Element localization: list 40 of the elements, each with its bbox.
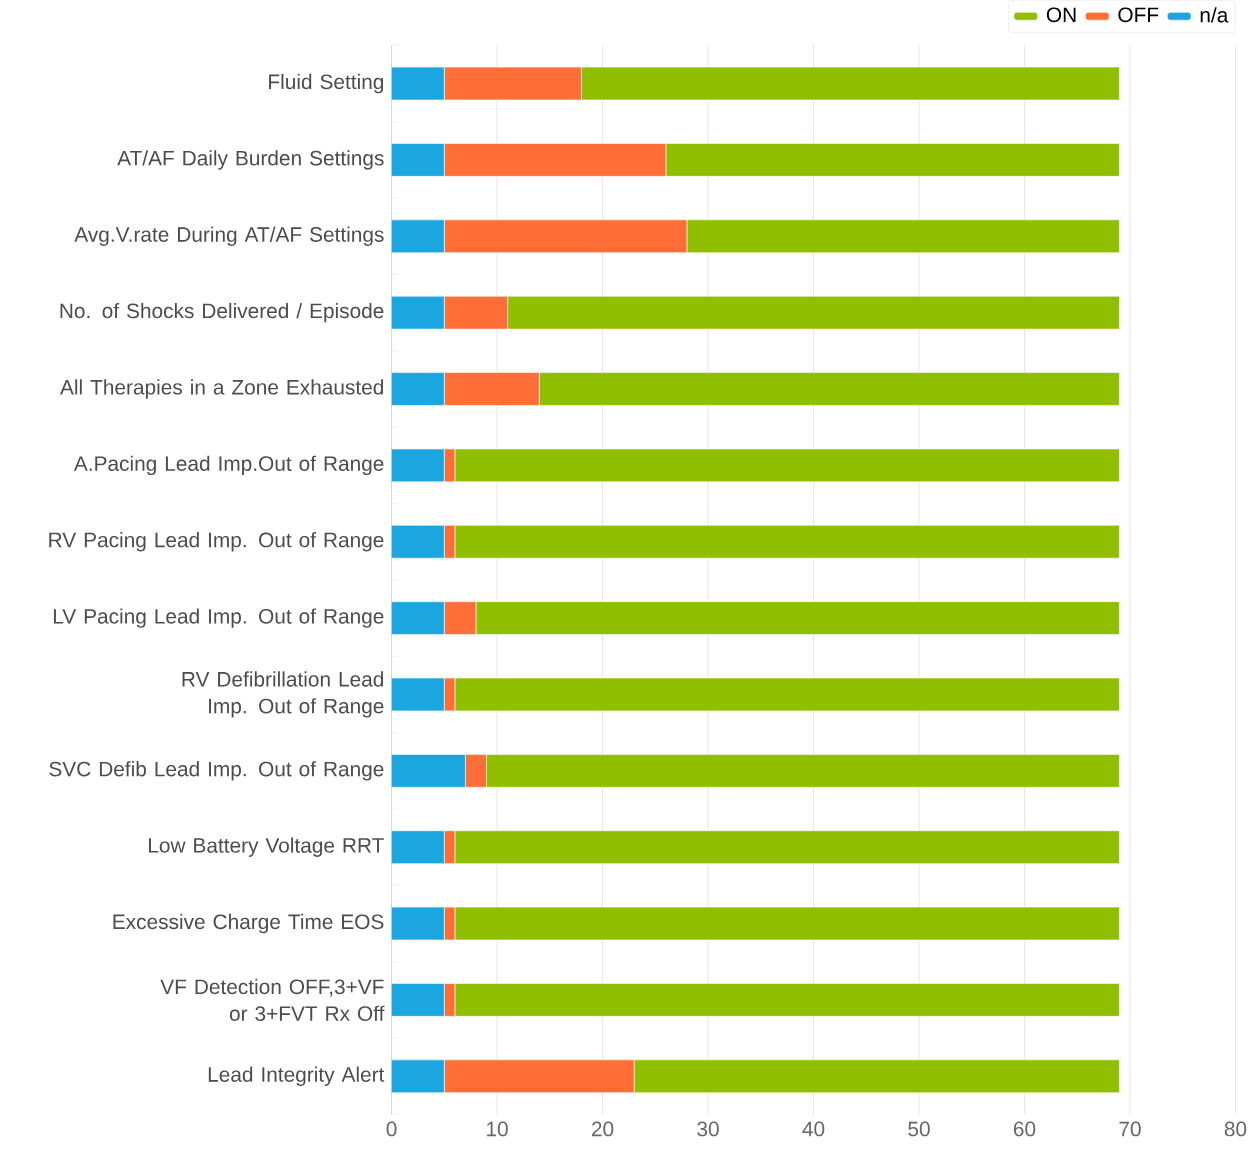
y-tick-label: SVC Defib Lead Imp. Out of Range	[49, 761, 384, 781]
y-tick-label: All Therapies in a Zone Exhausted	[60, 379, 384, 399]
bar	[391, 983, 445, 1017]
bar	[391, 753, 466, 788]
y-tick-label: A.Pacing Lead Imp.Out of Range	[73, 455, 384, 475]
y-tick-label: Lead Integrity Alert	[208, 1066, 385, 1086]
y-tick-label: No. of Shocks Delivered / Episode	[60, 302, 384, 323]
x-tick-label: 60	[1013, 1121, 1036, 1137]
y-tick-label: VF Detection OFF,3+VF or 3+FVT Rx Off	[160, 978, 385, 1021]
x-tick-label: 0	[386, 1121, 397, 1137]
y-tick-label: RV Pacing Lead Imp. Out of Range	[49, 531, 384, 552]
y-tick-label: Excessive Charge Time EOS	[113, 913, 384, 934]
bar	[391, 906, 445, 941]
y-tick-label: LV Pacing Lead Imp. Out of Range	[53, 608, 384, 628]
y-tick-label: AT/AF Daily Burden Settings	[117, 150, 384, 170]
bar	[391, 1059, 445, 1093]
y-tick-label: Fluid Setting	[269, 73, 384, 94]
bar	[391, 295, 445, 330]
bar	[391, 601, 445, 635]
x-tick-label: 80	[1224, 1121, 1247, 1137]
x-tick-label: 20	[591, 1121, 614, 1137]
bar	[391, 677, 445, 712]
y-tick-label: Low Battery Voltage RRT	[149, 837, 384, 857]
y-tick-label: RV Defibrillation Lead Imp. Out of Range	[182, 671, 384, 718]
bar	[391, 524, 445, 559]
x-tick-label: 50	[908, 1121, 930, 1137]
bar	[391, 66, 445, 101]
y-tick-label: Avg.V.rate During AT/AF Settings	[74, 226, 384, 246]
x-tick-label: 30	[697, 1121, 719, 1137]
legend-label: OFF	[1118, 7, 1159, 23]
x-tick-label: 10	[487, 1121, 508, 1137]
bar	[391, 372, 445, 406]
legend-label: n/a	[1200, 7, 1229, 23]
legend-label: ON	[1046, 7, 1076, 23]
x-tick-label: 40	[802, 1121, 825, 1137]
bar	[391, 448, 445, 482]
x-tick-label: 70	[1119, 1121, 1141, 1137]
bar	[391, 219, 445, 253]
bar	[391, 143, 445, 177]
bar	[391, 830, 445, 864]
